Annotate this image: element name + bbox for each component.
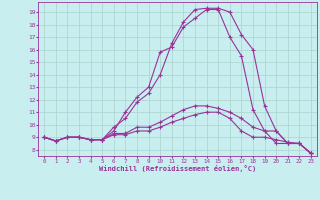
X-axis label: Windchill (Refroidissement éolien,°C): Windchill (Refroidissement éolien,°C) [99,165,256,172]
